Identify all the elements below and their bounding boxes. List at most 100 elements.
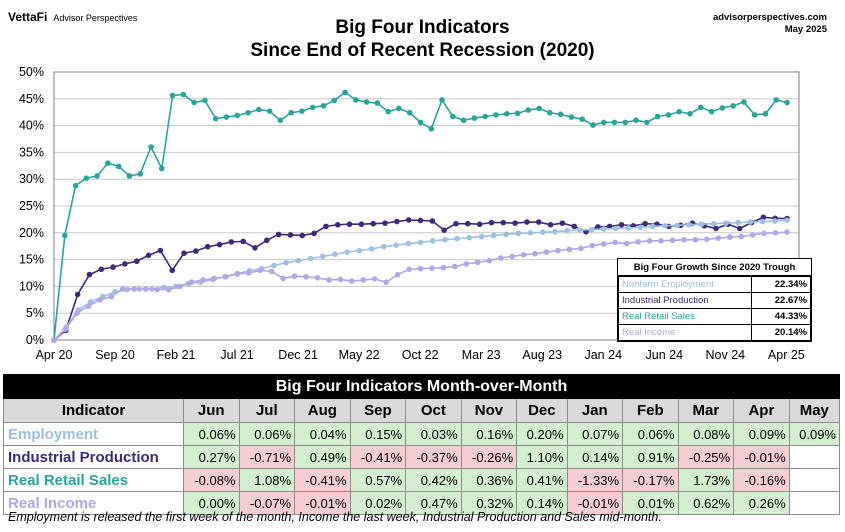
y-axis-ticks: 0% 5% 10% 15% 20% 25% 30% 35% 40% 45% 50% xyxy=(19,65,44,347)
data-point xyxy=(715,235,722,241)
data-point xyxy=(180,91,187,98)
data-point xyxy=(674,222,680,229)
data-point xyxy=(342,89,348,96)
series-real-retail-sales xyxy=(51,89,790,343)
mom-row: Employment 0.06% 0.06% 0.04% 0.15% 0.03% 0.16%… xyxy=(3,422,841,446)
data-point xyxy=(611,119,618,126)
mom-value: 0.02% xyxy=(349,491,407,515)
data-point xyxy=(658,238,664,244)
data-point xyxy=(474,259,481,266)
data-point xyxy=(85,303,92,310)
data-point xyxy=(761,230,767,237)
data-point xyxy=(482,113,488,120)
data-point xyxy=(323,223,329,230)
y-tick-label: 30% xyxy=(19,172,44,186)
data-point xyxy=(600,241,607,247)
publish-date: May 2025 xyxy=(784,24,827,35)
chart-title-line2: Since End of Recent Recession (2020) xyxy=(250,40,595,61)
data-point xyxy=(137,171,144,177)
growth-summary-box: Big Four Growth Since 2020 Trough Nonfar… xyxy=(617,258,812,342)
data-point xyxy=(280,275,286,282)
mom-value: -0.71% xyxy=(238,445,296,469)
mom-value: 1.10% xyxy=(516,445,568,469)
data-point xyxy=(72,182,79,189)
data-point xyxy=(623,240,630,247)
data-point xyxy=(381,243,387,250)
mom-value xyxy=(788,491,841,515)
data-point xyxy=(291,273,298,280)
data-point xyxy=(503,231,509,238)
data-point xyxy=(719,105,726,111)
data-point xyxy=(441,227,447,233)
data-point xyxy=(771,218,778,224)
data-point xyxy=(784,217,790,224)
data-point xyxy=(559,220,566,226)
x-tick-label: Jun 24 xyxy=(646,348,684,362)
logo-subtitle: Advisor Perspectives xyxy=(53,13,138,23)
month-header: Jun xyxy=(183,398,240,423)
month-header: Sep xyxy=(349,398,407,423)
mom-value: -0.07% xyxy=(238,491,296,515)
data-point xyxy=(188,279,195,285)
mom-value: 0.04% xyxy=(294,422,351,446)
data-point xyxy=(307,255,314,262)
data-point xyxy=(222,273,229,280)
data-point xyxy=(784,229,790,235)
data-point xyxy=(74,310,80,317)
mom-value: 0.03% xyxy=(405,422,462,446)
data-point xyxy=(697,104,704,111)
data-point xyxy=(452,263,458,270)
data-point xyxy=(600,226,607,232)
mom-value xyxy=(788,468,841,492)
data-point xyxy=(74,291,81,298)
x-tick-label: Jul 21 xyxy=(220,348,253,362)
x-tick-label: May 22 xyxy=(339,348,380,362)
data-point xyxy=(571,223,577,230)
indicator-header: Indicator xyxy=(3,398,184,423)
data-point xyxy=(749,232,756,238)
data-point xyxy=(105,160,111,166)
data-point xyxy=(698,221,705,228)
data-point xyxy=(527,230,534,236)
data-point xyxy=(277,117,284,124)
data-point xyxy=(417,217,424,224)
data-point xyxy=(552,228,558,235)
mom-value: 1.73% xyxy=(677,468,735,492)
data-point xyxy=(145,252,152,259)
data-point xyxy=(612,239,619,246)
data-point xyxy=(337,276,344,283)
data-point xyxy=(169,267,176,274)
data-point xyxy=(223,114,230,120)
data-point xyxy=(154,286,160,293)
data-point xyxy=(488,219,495,226)
data-point xyxy=(429,265,435,271)
data-point xyxy=(331,97,338,104)
data-point xyxy=(635,239,641,245)
data-point xyxy=(165,286,172,293)
mom-value: -1.33% xyxy=(566,468,624,492)
mom-value: 0.49% xyxy=(294,445,351,469)
mom-value: 0.14% xyxy=(516,491,568,515)
growth-value: 22.67% xyxy=(751,292,811,309)
data-point xyxy=(86,271,93,278)
mom-table-banner: Big Four Indicators Month-over-Month xyxy=(3,374,840,399)
month-header: Nov xyxy=(460,398,518,423)
data-point xyxy=(493,112,499,118)
site-info: advisorperspectives.com May 2025 xyxy=(713,12,827,36)
mom-value: 0.09% xyxy=(788,422,841,446)
series-lines xyxy=(51,89,790,343)
mom-value: 0.27% xyxy=(183,445,240,469)
x-tick-label: Oct 22 xyxy=(402,348,439,362)
data-point xyxy=(234,271,241,277)
data-point xyxy=(406,109,413,116)
data-point xyxy=(202,97,208,104)
x-tick-label: Apr 25 xyxy=(768,348,805,362)
data-point xyxy=(588,226,595,233)
growth-summary-title: Big Four Growth Since 2020 Trough xyxy=(618,259,811,276)
mom-value: 0.26% xyxy=(733,491,790,515)
data-point xyxy=(97,297,103,303)
mom-table-body: Employment 0.06% 0.06% 0.04% 0.15% 0.03% 0.16%… xyxy=(3,422,841,515)
growth-row: Real Income 20.14% xyxy=(618,324,811,341)
data-point xyxy=(204,243,211,250)
data-point xyxy=(772,230,779,236)
